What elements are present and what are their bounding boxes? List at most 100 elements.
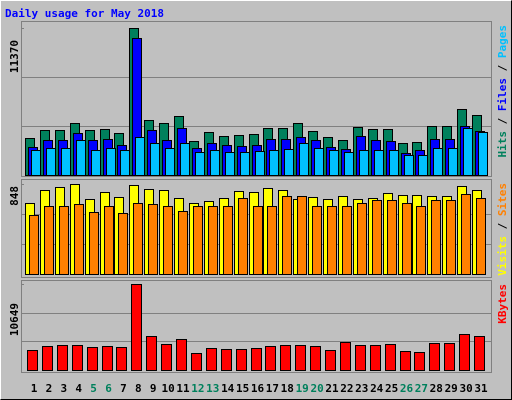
bar [297, 196, 307, 275]
bar [474, 336, 485, 371]
x-tick-label: 14 [221, 382, 235, 395]
bar [240, 152, 250, 176]
legend-entry: KBytes [496, 284, 509, 324]
bar [87, 347, 98, 371]
bar [193, 206, 203, 275]
bar [61, 148, 71, 176]
legend: Visits / Sites [496, 183, 509, 276]
x-tick-label: 7 [120, 382, 127, 395]
x-tick-label: 18 [281, 382, 294, 395]
bar [206, 348, 217, 371]
bar [359, 150, 369, 176]
bar [89, 212, 99, 275]
bar [418, 155, 428, 176]
legend-entry: Pages [496, 25, 509, 58]
bar [284, 149, 294, 176]
legend: KBytes [496, 284, 509, 324]
bar [76, 140, 86, 176]
y-tick-label: 11370 [8, 40, 21, 73]
bar [221, 349, 232, 371]
bar [404, 155, 414, 176]
bar [106, 148, 116, 176]
bar [165, 148, 175, 176]
bar [433, 148, 443, 176]
bar [57, 345, 68, 371]
bar [312, 206, 322, 275]
bar [402, 203, 412, 275]
bar [44, 206, 54, 275]
x-tick-label: 3 [60, 382, 67, 395]
x-tick-label: 11 [176, 382, 190, 395]
bar [176, 339, 187, 371]
bar [340, 342, 351, 371]
bar [444, 343, 455, 371]
bar [163, 206, 173, 275]
x-tick-label: 8 [135, 382, 142, 395]
bar [104, 206, 114, 275]
bar [269, 150, 279, 176]
bar [116, 347, 127, 371]
bar [46, 148, 56, 176]
bar [387, 200, 397, 275]
bar [148, 204, 158, 275]
x-tick-label: 16 [251, 382, 265, 395]
bar [370, 345, 381, 371]
bar [280, 345, 291, 371]
legend-separator: / [496, 216, 509, 236]
bar [282, 196, 292, 275]
bar [253, 206, 263, 275]
bar [29, 215, 39, 275]
bar [42, 346, 53, 371]
bar [178, 211, 188, 275]
bar [118, 213, 128, 275]
bar [120, 150, 130, 176]
x-tick-label: 30 [459, 382, 472, 395]
x-tick-label: 25 [385, 382, 398, 395]
bar [344, 152, 354, 176]
legend-separator: / [496, 58, 509, 78]
x-tick-label: 9 [150, 382, 157, 395]
bar [295, 345, 306, 371]
bar [389, 150, 399, 176]
bar [27, 350, 38, 371]
bar [400, 351, 411, 371]
legend: Hits / Files / Pages [496, 25, 509, 158]
bar [74, 204, 84, 275]
bar [210, 150, 220, 176]
chart-title: Daily usage for May 2018 [5, 7, 164, 20]
bar [102, 346, 113, 371]
y-tick-label: 10649 [8, 303, 21, 336]
bar [150, 143, 160, 176]
x-tick-label: 20 [310, 382, 323, 395]
bar [31, 150, 41, 176]
bar [225, 152, 235, 176]
bar [251, 348, 262, 371]
bar [208, 206, 218, 275]
bar [325, 350, 336, 371]
bar [429, 343, 440, 371]
x-tick-label: 17 [266, 382, 279, 395]
bar [191, 353, 202, 371]
bar [310, 346, 321, 371]
bar [131, 284, 142, 371]
x-tick-label: 31 [474, 382, 488, 395]
x-tick-label: 13 [206, 382, 219, 395]
legend-entry: Files [496, 78, 509, 111]
x-tick-label: 10 [161, 382, 174, 395]
x-tick-label: 23 [355, 382, 368, 395]
legend-entry: Sites [496, 183, 509, 216]
legend-entry: Hits [496, 131, 509, 158]
bar [355, 345, 366, 371]
bar [374, 150, 384, 176]
bar [180, 143, 190, 176]
x-tick-label: 29 [445, 382, 458, 395]
x-tick-label: 27 [415, 382, 428, 395]
x-tick-label: 12 [191, 382, 204, 395]
x-tick-label: 26 [400, 382, 414, 395]
bar [146, 336, 157, 371]
bar [446, 200, 456, 275]
x-tick-label: 4 [75, 382, 82, 395]
bar [133, 203, 143, 275]
